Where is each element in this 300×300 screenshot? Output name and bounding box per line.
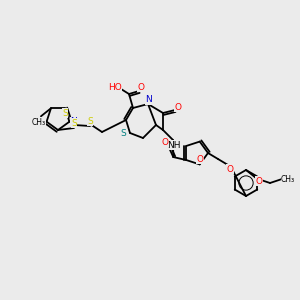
Text: S: S (62, 109, 68, 118)
Text: O: O (256, 176, 262, 185)
Text: O: O (162, 138, 169, 147)
Text: N: N (70, 117, 77, 126)
Text: O: O (137, 82, 145, 91)
Text: NH: NH (167, 140, 181, 149)
Text: CH₃: CH₃ (281, 175, 295, 184)
Text: O: O (175, 103, 182, 112)
Text: CH₃: CH₃ (32, 118, 46, 127)
Text: N: N (39, 117, 46, 126)
Text: S: S (120, 130, 126, 139)
Text: S: S (87, 116, 93, 125)
Text: HO: HO (108, 83, 122, 92)
Text: S: S (71, 118, 77, 127)
Text: O: O (226, 164, 233, 173)
Text: N: N (146, 95, 152, 104)
Text: O: O (196, 155, 203, 164)
